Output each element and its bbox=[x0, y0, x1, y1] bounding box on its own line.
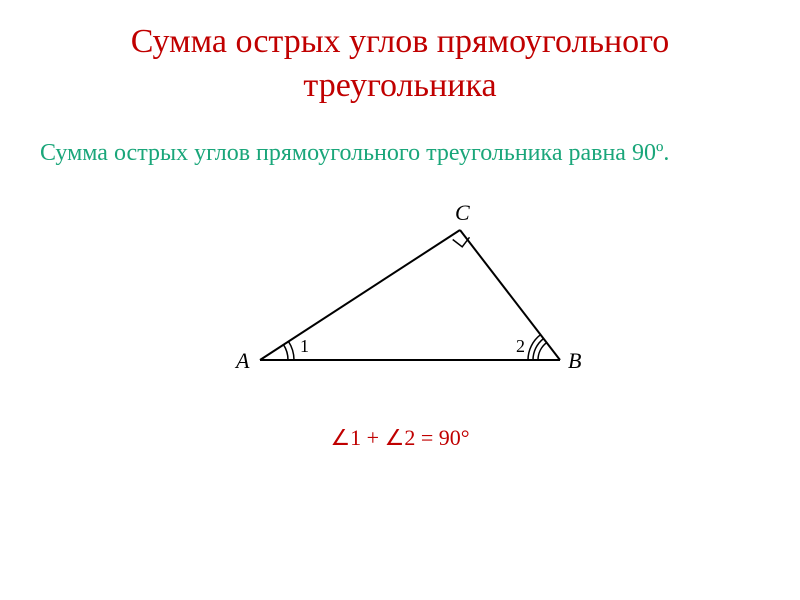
angle-label-2: 2 bbox=[516, 336, 525, 356]
page-title: Сумма острых углов прямоугольного треуго… bbox=[0, 0, 800, 108]
title-line-2: треугольника bbox=[0, 64, 800, 108]
vertex-label-a: A bbox=[234, 348, 250, 373]
side-bc bbox=[460, 230, 560, 360]
vertex-label-c: C bbox=[455, 200, 470, 225]
angle-label-1: 1 bbox=[300, 336, 309, 356]
triangle-svg: A B C 1 2 bbox=[220, 190, 600, 410]
theorem-text: Сумма острых углов прямоугольного треуго… bbox=[0, 108, 800, 179]
triangle-diagram: A B C 1 2 bbox=[0, 190, 800, 450]
vertex-label-b: B bbox=[568, 348, 581, 373]
side-ac bbox=[260, 230, 460, 360]
title-line-1: Сумма острых углов прямоугольного bbox=[0, 20, 800, 64]
